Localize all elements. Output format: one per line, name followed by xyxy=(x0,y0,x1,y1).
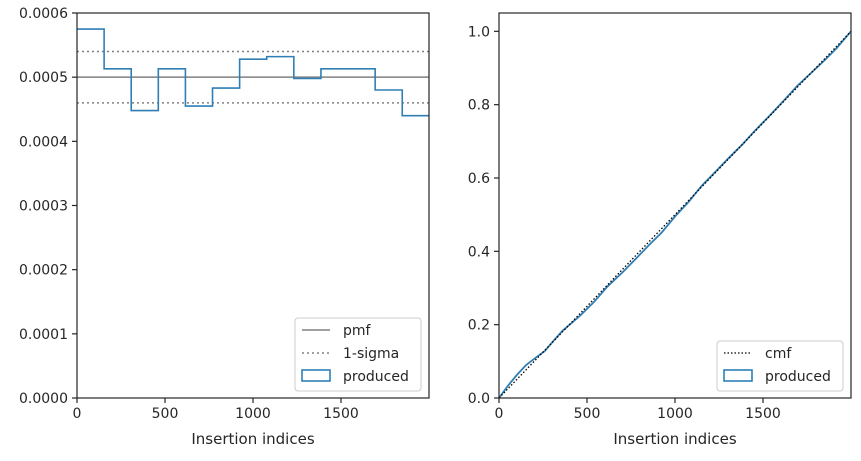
left-x-axis-title: Insertion indices xyxy=(191,430,314,448)
left-xtick-label-3: 1500 xyxy=(323,406,359,422)
right-chart: 0 500 1000 1500 0.0 0.2 0.4 0.6 0.8 1.0 Insertio… xyxy=(468,12,852,448)
left-ytick-label-3: 0.0003 xyxy=(19,199,68,215)
left-xtick-label-0: 0 xyxy=(73,406,82,422)
left-ytick-label-4: 0.0004 xyxy=(19,134,68,150)
right-plot-area xyxy=(499,13,851,398)
left-legend-box xyxy=(294,317,422,392)
left-chart: 0 500 1000 1500 0.00000.00010.00020.00030.0… xyxy=(19,6,430,448)
left-ytick-label-5: 0.0005 xyxy=(19,70,68,86)
left-ytick-label-6: 0.0006 xyxy=(19,6,68,22)
left-y-ticks: 0.0000 0.0001 0.0002 0.0003 0.0004 0.0005 0.00… xyxy=(19,6,77,407)
legend-produced-label-right: produced xyxy=(765,369,831,385)
right-cmf-line xyxy=(498,30,852,399)
right-xtick-label-2: 1000 xyxy=(657,406,693,422)
right-xtick-label-1: 500 xyxy=(574,406,601,422)
right-ytick-label-0: 0.0 xyxy=(468,391,490,407)
left-legend: pmf 1-sigma produced xyxy=(294,317,422,392)
right-y-ticks: 0.0 0.2 0.4 0.6 0.8 1.0 xyxy=(468,24,499,407)
legend-produced-label: produced xyxy=(343,369,409,385)
legend-pmf-label: pmf xyxy=(343,323,372,339)
right-ytick-label-5: 1.0 xyxy=(468,24,490,40)
right-produced-line xyxy=(498,30,852,399)
left-xtick-label-2: 1000 xyxy=(235,406,271,422)
legend-produced-swatch-right xyxy=(723,369,753,382)
right-legend: cmf produced xyxy=(716,340,844,392)
right-xtick-label-0: 0 xyxy=(495,406,504,422)
left-sigma-lines xyxy=(77,50,429,104)
left-ytick-label-0: 0.0000 xyxy=(19,391,68,407)
right-ytick-label-4: 0.8 xyxy=(468,98,490,114)
legend-cmf-label: cmf xyxy=(765,346,792,362)
right-ytick-label-1: 0.2 xyxy=(468,318,490,334)
left-produced-histogram xyxy=(77,28,429,117)
right-xtick-label-3: 1500 xyxy=(745,406,781,422)
left-xtick-label-1: 500 xyxy=(152,406,179,422)
left-x-ticks: 0 500 1000 1500 xyxy=(73,398,359,422)
right-ytick-label-2: 0.4 xyxy=(468,244,490,260)
left-ytick-label-2: 0.0002 xyxy=(19,263,68,279)
right-x-axis-title: Insertion indices xyxy=(613,430,736,448)
legend-produced-swatch xyxy=(301,369,331,382)
left-ytick-label-1: 0.0001 xyxy=(19,327,68,343)
legend-sigma-label: 1-sigma xyxy=(343,346,399,362)
right-x-ticks: 0 500 1000 1500 xyxy=(495,398,781,422)
right-ytick-label-3: 0.6 xyxy=(468,171,490,187)
